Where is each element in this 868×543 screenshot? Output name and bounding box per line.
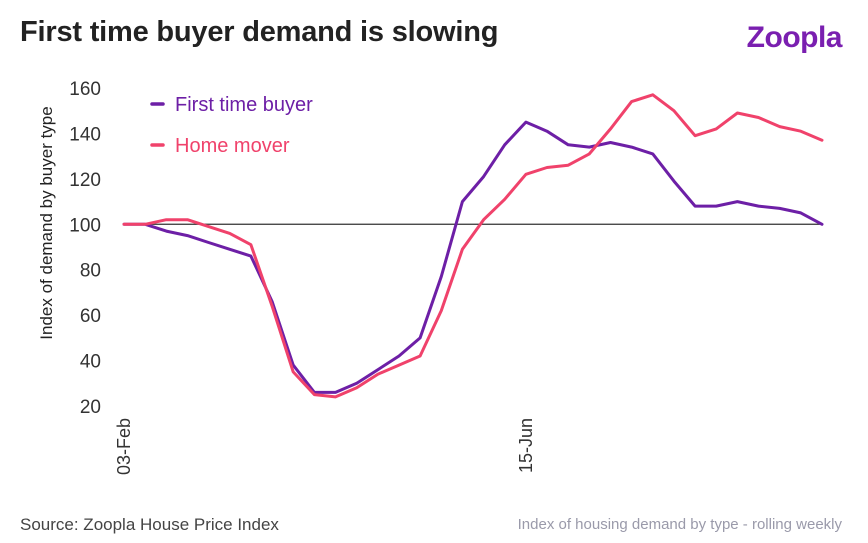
data-point-home-mover [715, 127, 718, 130]
data-point-home-mover [799, 130, 802, 133]
data-point-home-mover [207, 225, 210, 228]
data-point-home-mover [694, 134, 697, 137]
data-point-first-time-buyer [461, 200, 464, 203]
data-point-first-time-buyer [503, 143, 506, 146]
y-tick-label: 40 [80, 352, 101, 373]
data-point-first-time-buyer [821, 223, 824, 226]
y-tick-label: 20 [80, 397, 101, 418]
data-point-home-mover [165, 218, 168, 221]
data-point-home-mover [313, 393, 316, 396]
data-point-first-time-buyer [165, 230, 168, 233]
data-point-home-mover [271, 305, 274, 308]
data-point-first-time-buyer [376, 368, 379, 371]
data-point-home-mover [228, 232, 231, 235]
legend-label-first-time-buyer: First time buyer [175, 94, 313, 116]
data-point-home-mover [672, 109, 675, 112]
series-line-home-mover [122, 93, 824, 399]
chart-title: First time buyer demand is slowing [20, 16, 499, 48]
data-point-first-time-buyer [249, 255, 252, 258]
data-point-first-time-buyer [715, 205, 718, 208]
y-axis-label: Index of demand by buyer type [37, 106, 56, 339]
data-point-first-time-buyer [546, 130, 549, 133]
y-tick-label: 80 [80, 261, 101, 282]
data-point-first-time-buyer [207, 241, 210, 244]
data-point-home-mover [778, 125, 781, 128]
data-point-home-mover [567, 164, 570, 167]
series-line-first-time-buyer [122, 120, 824, 394]
data-point-home-mover [503, 198, 506, 201]
data-point-home-mover [355, 386, 358, 389]
data-point-first-time-buyer [567, 143, 570, 146]
data-point-first-time-buyer [228, 248, 231, 251]
data-point-first-time-buyer [186, 234, 189, 237]
data-point-first-time-buyer [419, 336, 422, 339]
legend: First time buyer Home mover [150, 94, 313, 157]
data-point-first-time-buyer [355, 382, 358, 385]
data-point-first-time-buyer [524, 121, 527, 124]
chart-caption: Index of housing demand by type - rollin… [517, 516, 842, 533]
series-layer [122, 93, 824, 399]
data-point-home-mover [588, 152, 591, 155]
data-point-home-mover [757, 116, 760, 119]
y-tick-label: 100 [69, 215, 101, 236]
data-point-home-mover [144, 223, 147, 226]
y-tick-label: 140 [69, 124, 101, 145]
data-point-first-time-buyer [398, 355, 401, 358]
data-point-first-time-buyer [778, 207, 781, 210]
data-point-home-mover [292, 370, 295, 373]
source-note: Source: Zoopla House Price Index [20, 515, 279, 534]
zoopla-logo: Zoopla [746, 21, 843, 54]
data-point-first-time-buyer [736, 200, 739, 203]
data-point-home-mover [482, 218, 485, 221]
data-point-home-mover [440, 309, 443, 312]
data-point-home-mover [461, 248, 464, 251]
data-point-home-mover [419, 355, 422, 358]
x-axis-ticks: 03-Feb 15-Jun [114, 418, 536, 475]
data-point-first-time-buyer [672, 180, 675, 183]
y-axis-ticks: 20 40 60 80 100 120 140 160 [69, 79, 101, 418]
data-point-home-mover [736, 112, 739, 115]
data-point-first-time-buyer [757, 205, 760, 208]
legend-label-home-mover: Home mover [175, 135, 290, 157]
x-tick-label: 15-Jun [516, 418, 536, 473]
y-tick-label: 60 [80, 306, 101, 327]
data-point-first-time-buyer [694, 205, 697, 208]
data-point-home-mover [651, 93, 654, 96]
data-point-home-mover [249, 243, 252, 246]
data-point-home-mover [630, 100, 633, 103]
data-point-first-time-buyer [651, 152, 654, 155]
data-point-first-time-buyer [334, 391, 337, 394]
data-point-home-mover [821, 139, 824, 142]
y-tick-label: 160 [69, 79, 101, 100]
y-tick-label: 120 [69, 170, 101, 191]
data-point-first-time-buyer [799, 211, 802, 214]
data-point-home-mover [186, 218, 189, 221]
data-point-first-time-buyer [588, 146, 591, 149]
data-point-home-mover [123, 223, 126, 226]
data-point-first-time-buyer [440, 275, 443, 278]
data-point-first-time-buyer [630, 146, 633, 149]
data-point-home-mover [609, 127, 612, 130]
data-point-home-mover [398, 364, 401, 367]
data-point-home-mover [546, 166, 549, 169]
data-point-first-time-buyer [482, 175, 485, 178]
data-point-first-time-buyer [609, 141, 612, 144]
data-point-home-mover [524, 173, 527, 176]
data-point-home-mover [376, 373, 379, 376]
data-point-home-mover [334, 395, 337, 398]
x-tick-label: 03-Feb [114, 418, 134, 475]
